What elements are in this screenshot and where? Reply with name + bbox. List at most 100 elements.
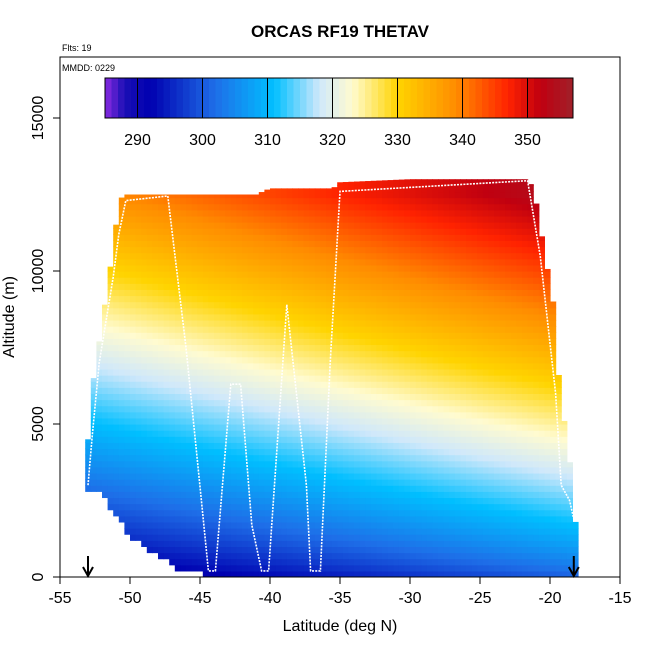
heatmap-cell (163, 534, 170, 541)
heatmap-cell (527, 326, 534, 333)
heatmap-cell (146, 411, 153, 419)
heatmap-cell (286, 515, 293, 523)
heatmap-cell (449, 540, 456, 547)
heatmap-cell (348, 534, 355, 541)
heatmap-cell (449, 448, 456, 456)
heatmap-cell (275, 497, 282, 505)
heatmap-cell (130, 350, 137, 358)
heatmap-cell (460, 417, 467, 425)
heatmap-cell (281, 399, 288, 407)
heatmap-cell (113, 338, 120, 346)
heatmap-cell (247, 479, 254, 486)
heatmap-cell (247, 521, 254, 529)
heatmap-cell (466, 228, 473, 235)
heatmap-cell (460, 252, 467, 260)
heatmap-cell (202, 399, 209, 407)
heatmap-cell (454, 295, 461, 303)
heatmap-cell (454, 552, 461, 560)
heatmap-cell (499, 203, 506, 211)
heatmap-cell (415, 215, 422, 223)
heatmap-cell (169, 521, 176, 529)
heatmap-cell (191, 424, 198, 431)
heatmap-cell (264, 393, 271, 401)
heatmap-cell (124, 479, 131, 486)
heatmap-cell (320, 344, 327, 352)
heatmap-cell (533, 215, 540, 223)
heatmap-cell (141, 222, 148, 229)
heatmap-cell (382, 240, 389, 248)
heatmap-cell (141, 393, 148, 401)
heatmap-cell (522, 528, 529, 535)
heatmap-cell (354, 479, 361, 486)
heatmap-cell (482, 503, 489, 511)
heatmap-cell (482, 430, 489, 437)
heatmap-cell (359, 362, 366, 370)
heatmap-cell (516, 277, 523, 284)
heatmap-cell (225, 203, 232, 211)
heatmap-cell (197, 283, 204, 290)
heatmap-cell (314, 558, 321, 566)
heatmap-cell (247, 246, 254, 254)
heatmap-cell (253, 411, 260, 419)
heatmap-cell (454, 258, 461, 266)
heatmap-cell (460, 387, 467, 394)
heatmap-cell (432, 338, 439, 346)
heatmap-cell (438, 460, 445, 468)
heatmap-cell (505, 540, 512, 547)
heatmap-cell (482, 234, 489, 241)
heatmap-cell (303, 466, 310, 474)
heatmap-cell (286, 197, 293, 205)
heatmap-cell (359, 485, 366, 492)
heatmap-cell (477, 301, 484, 309)
heatmap-cell (236, 491, 243, 499)
heatmap-cell (370, 295, 377, 303)
heatmap-cell (135, 417, 142, 425)
heatmap-cell (135, 503, 142, 511)
heatmap-cell (264, 215, 271, 223)
heatmap-cell (471, 350, 478, 358)
heatmap-cell (471, 472, 478, 480)
heatmap-cell (135, 197, 142, 205)
heatmap-cell (270, 515, 277, 523)
heatmap-cell (169, 258, 176, 266)
heatmap-cell (522, 356, 529, 364)
heatmap-cell (219, 521, 226, 529)
heatmap-cell (146, 472, 153, 480)
heatmap-cell (258, 289, 265, 297)
heatmap-cell (505, 350, 512, 358)
heatmap-cell (270, 375, 277, 382)
heatmap-cell (141, 515, 148, 523)
heatmap-cell (466, 503, 473, 511)
heatmap-cell (202, 491, 209, 499)
heatmap-cell (510, 228, 517, 235)
heatmap-cell (488, 485, 495, 492)
heatmap-cell (365, 546, 372, 554)
heatmap-cell (438, 301, 445, 309)
heatmap-cell (342, 472, 349, 480)
heatmap-cell (387, 497, 394, 505)
heatmap-cell (152, 460, 159, 468)
heatmap-cell (141, 277, 148, 284)
heatmap-cell (533, 356, 540, 364)
heatmap-cell (298, 313, 305, 321)
heatmap-cell (516, 264, 523, 272)
heatmap-cell (230, 338, 237, 346)
heatmap-cell (348, 485, 355, 492)
heatmap-cell (426, 509, 433, 517)
heatmap-cell (202, 436, 209, 443)
heatmap-cell (219, 319, 226, 327)
heatmap-cell (376, 252, 383, 260)
heatmap-cell (320, 503, 327, 511)
heatmap-cell (499, 497, 506, 505)
heatmap-cell (342, 405, 349, 413)
heatmap-cell (258, 521, 265, 529)
heatmap-cell (118, 240, 125, 248)
heatmap-cell (118, 252, 125, 260)
heatmap-cell (236, 295, 243, 303)
heatmap-cell (118, 454, 125, 462)
heatmap-cell (303, 307, 310, 315)
heatmap-cell (113, 497, 120, 505)
heatmap-cell (158, 503, 165, 511)
heatmap-cell (225, 271, 232, 278)
heatmap-cell (135, 442, 142, 450)
